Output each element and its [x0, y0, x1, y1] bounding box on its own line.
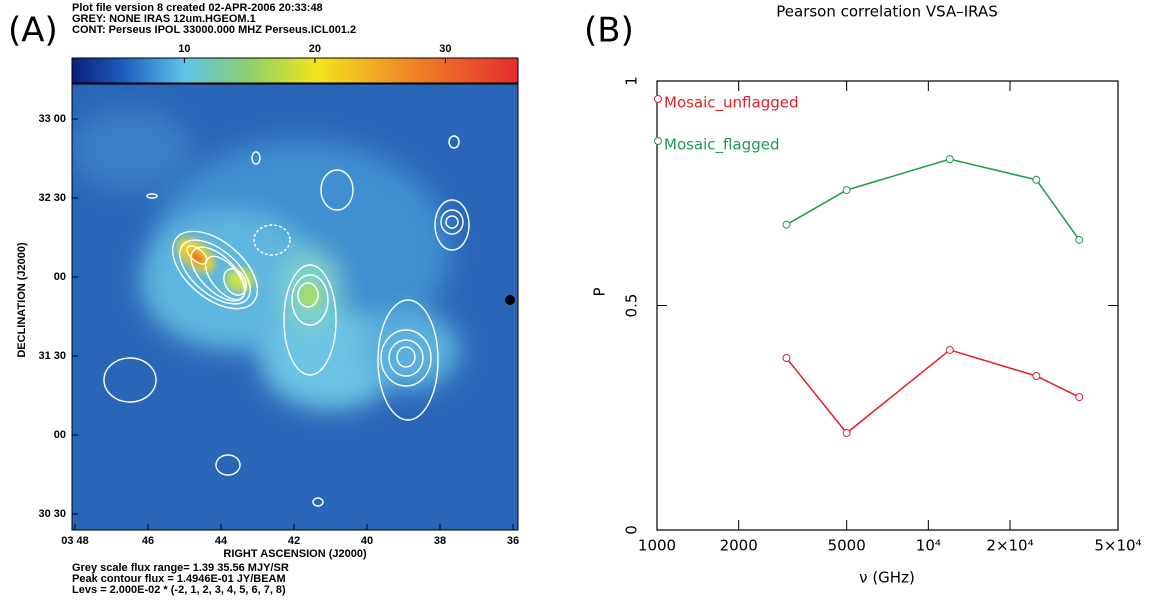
series-line [785, 349, 1080, 435]
y-tick-label: 32 30 [38, 192, 66, 204]
panel-label: (A) [8, 11, 58, 51]
x-tick-label: 42 [288, 535, 300, 547]
data-point [1032, 371, 1041, 380]
data-point [842, 186, 851, 195]
y-tick-label: 00 [54, 429, 66, 441]
sky-map [72, 84, 518, 530]
x-axis-label: ν (GHz) [859, 569, 915, 587]
data-point [945, 155, 954, 164]
header-line: CONT: Perseus IPOL 33000.000 MHZ Perseus… [72, 24, 356, 36]
data-point [945, 345, 954, 354]
y-tick-label: 31 30 [38, 350, 66, 362]
panel-label: (B) [584, 11, 634, 51]
header-line: Plot file version 8 created 02-APR-2006 … [72, 2, 323, 14]
x-tick-label: 36 [507, 535, 519, 547]
y-tick-label: 0.5 [623, 294, 641, 318]
data-point [1032, 175, 1041, 184]
data-point [1075, 393, 1084, 402]
data-point [782, 220, 791, 229]
colorbar-tick-label: 30 [439, 43, 451, 55]
x-axis-label: RIGHT ASCENSION (J2000) [223, 548, 367, 560]
y-tick-label: 1 [623, 76, 641, 86]
header-line: GREY: NONE IRAS 12um.HGEOM.1 [72, 13, 256, 25]
x-tick-label: 2×10⁴ [986, 537, 1033, 555]
y-axis-label: P [591, 287, 609, 296]
y-tick-label: 0 [623, 525, 641, 535]
x-tick-label: 38 [434, 535, 446, 547]
y-tick-label: 33 00 [38, 113, 66, 125]
footer-line: Levs = 2.000E-02 * (-2, 1, 2, 3, 4, 5, 6… [72, 584, 286, 596]
colorbar-tick-label: 20 [309, 43, 321, 55]
x-tick-label: 10⁴ [916, 537, 941, 555]
x-tick-label: 2000 [720, 537, 758, 555]
y-tick-label: 00 [54, 271, 66, 283]
colorbar-tick-label: 10 [178, 43, 190, 55]
map-frame [71, 83, 519, 531]
footer-line: Grey scale flux range= 1.39 35.56 MJY/SR [72, 562, 289, 574]
legend-marker [654, 95, 662, 103]
footer-line: Peak contour flux = 1.4946E-01 JY/BEAM [72, 573, 286, 585]
legend-marker [654, 137, 662, 145]
legend-label: Mosaic_unflagged [664, 94, 799, 113]
x-tick-label: 5000 [828, 537, 866, 555]
series-line [786, 158, 1080, 241]
x-tick-label: 03 48 [61, 535, 89, 547]
colorbar [71, 57, 519, 84]
x-tick-label: 44 [215, 535, 228, 547]
x-tick-label: 1000 [638, 537, 676, 555]
chart-title: Pearson correlation VSA–IRAS [776, 3, 997, 21]
data-point [842, 429, 851, 438]
y-tick-label: 30 30 [38, 508, 66, 520]
legend-label: Mosaic_flagged [664, 136, 779, 155]
y-axis-label: DECLINATION (J2000) [16, 242, 28, 358]
data-point [782, 354, 791, 363]
x-tick-label: 40 [361, 535, 373, 547]
x-tick-label: 46 [142, 535, 154, 547]
x-tick-label: 5×10⁴ [1094, 537, 1141, 555]
data-point [1075, 235, 1084, 244]
